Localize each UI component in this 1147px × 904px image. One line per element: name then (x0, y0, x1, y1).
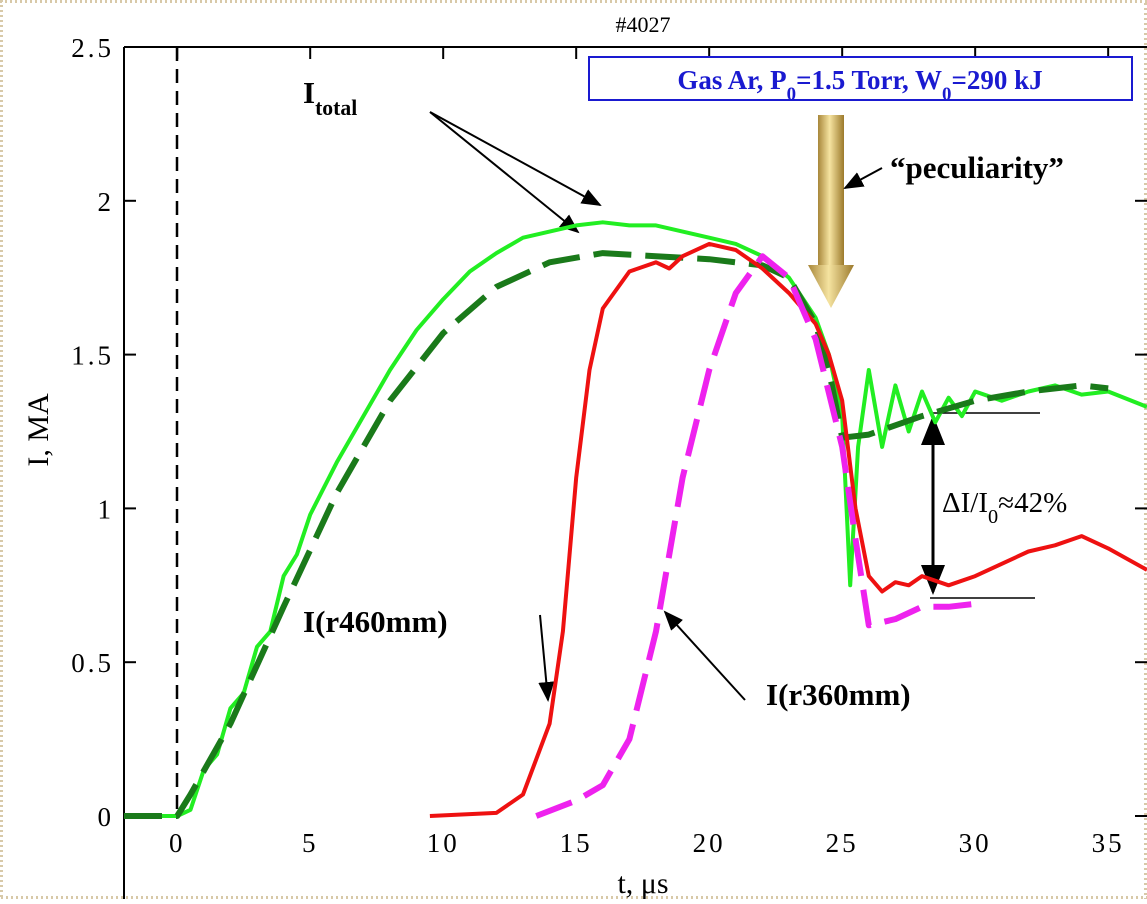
plot-area (123, 46, 1147, 899)
x-axis-label: t, μs (617, 867, 668, 899)
conditions-box (588, 56, 1133, 101)
y-tick-label: 1.5 (71, 341, 114, 371)
y-axis-label: I, MA (22, 393, 55, 467)
series-label: I(r460mm) (303, 604, 448, 639)
series-line (429, 241, 1147, 818)
series-line (124, 220, 1147, 818)
text-part: =1.5 Torr, W (796, 65, 942, 95)
y-tick-label: 0.5 (71, 648, 114, 678)
y-tick-label: 0 (98, 802, 115, 832)
text-part: ≈42% (998, 487, 1067, 519)
pointer-arrow (429, 111, 602, 206)
x-tick-label: 20 (693, 828, 726, 858)
y-tick-label: 1 (98, 494, 115, 524)
subscript: total (315, 96, 357, 120)
x-tick-label: 5 (302, 828, 319, 858)
y-tick-label: 2.5 (71, 33, 114, 63)
x-tick-label: 15 (560, 828, 593, 858)
pointer-arrow (538, 614, 555, 702)
subscript: 0 (988, 506, 998, 528)
series-line (535, 253, 976, 819)
text-part: =290 kJ (951, 65, 1042, 95)
pointer-arrow (663, 610, 746, 701)
peculiarity-label: “peculiarity” (890, 150, 1064, 185)
text-part: Gas Ar, P (677, 65, 786, 95)
subscript: 0 (942, 84, 951, 105)
x-tick-label: 10 (427, 828, 460, 858)
x-tick-label: 35 (1092, 828, 1125, 858)
itotal-label: Itotal (303, 75, 357, 120)
chart-title: #4027 (616, 12, 671, 37)
subscript: 0 (787, 84, 796, 105)
delta-label: ΔI/I0≈42% (942, 487, 1067, 528)
text-part: I (303, 75, 315, 110)
series-line (124, 250, 1109, 819)
y-tick-label: 2 (98, 187, 115, 217)
series-label: I(r360mm) (766, 677, 911, 712)
x-tick-label: 0 (169, 828, 186, 858)
pointer-arrow (429, 111, 580, 234)
x-tick-label: 30 (959, 828, 992, 858)
conditions-text: Gas Ar, P0=1.5 Torr, W0=290 kJ (677, 65, 1042, 105)
x-tick-label: 25 (826, 828, 859, 858)
pointer-arrow (843, 167, 883, 189)
text-part: ΔI/I (942, 487, 988, 519)
gold-arrow (808, 115, 854, 308)
